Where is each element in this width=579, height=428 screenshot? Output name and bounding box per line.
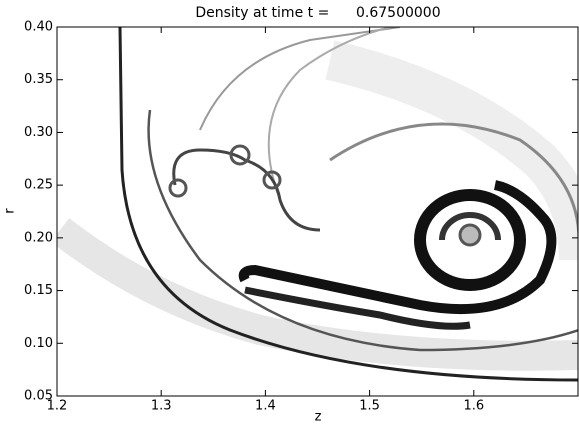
density-field bbox=[57, 27, 578, 382]
y-axis-label: r bbox=[3, 208, 18, 214]
x-tick-label: 1.4 bbox=[255, 399, 276, 414]
plot-frame bbox=[56, 26, 579, 397]
y-tick-label: 0.10 bbox=[24, 336, 53, 351]
chart-title: Density at time t = 0.67500000 bbox=[195, 5, 440, 21]
x-axis-label: z bbox=[315, 410, 322, 425]
y-tick-label: 0.25 bbox=[24, 178, 53, 193]
x-tick-label: 1.2 bbox=[47, 399, 68, 414]
y-tick-label: 0.15 bbox=[24, 283, 53, 298]
y-tick-label: 0.05 bbox=[24, 389, 53, 404]
x-tick-label: 1.6 bbox=[463, 399, 484, 414]
x-tick-label: 1.5 bbox=[359, 399, 380, 414]
y-tick-label: 0.20 bbox=[24, 230, 53, 245]
y-tick-label: 0.40 bbox=[24, 20, 53, 35]
y-tick-label: 0.35 bbox=[24, 72, 53, 87]
x-tick-label: 1.3 bbox=[151, 399, 172, 414]
y-tick-label: 0.30 bbox=[24, 125, 53, 140]
